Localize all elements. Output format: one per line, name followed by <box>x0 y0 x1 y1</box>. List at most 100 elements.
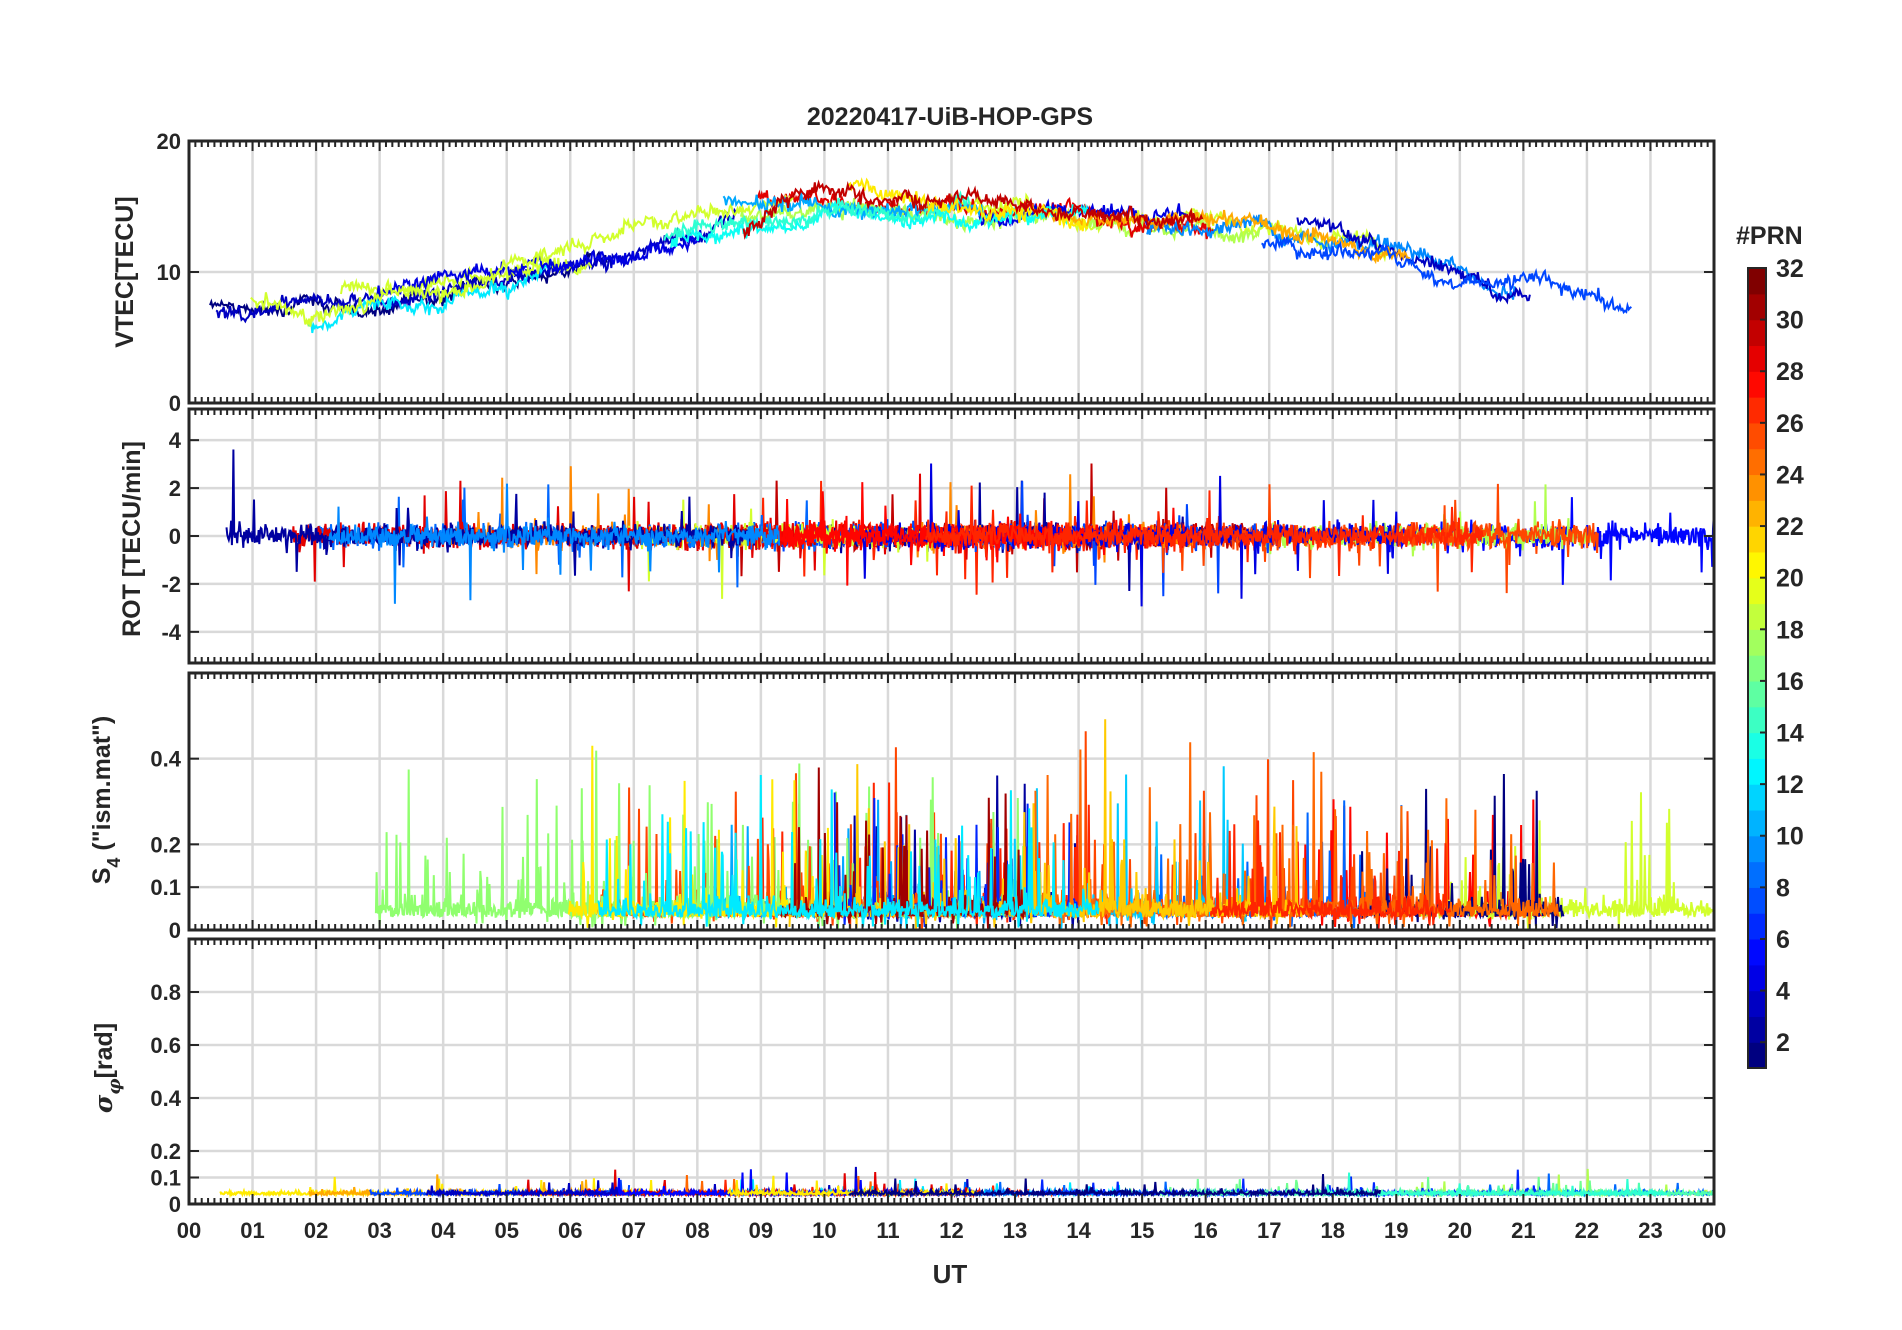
colorbar-segment <box>1748 964 1766 992</box>
colorbar-label: #PRN <box>1736 222 1803 250</box>
colorbar-segment <box>1748 784 1766 811</box>
colorbar-tick-label: 4 <box>1776 978 1790 1006</box>
colorbar-segment <box>1748 448 1766 476</box>
x-tick-label: 19 <box>1384 1218 1408 1243</box>
prn-trace <box>1324 1172 1668 1198</box>
x-tick-label: 03 <box>367 1218 391 1243</box>
s4-ylabel: S4 ("ism.mat") <box>88 716 124 885</box>
s4-panel: 0 0.1 0.2 0.4 <box>150 671 1716 943</box>
prn-trace <box>742 179 1204 240</box>
rot-panel: -4 -2 0 2 4 <box>161 407 1716 665</box>
x-tick-label: 09 <box>749 1218 773 1243</box>
colorbar-segment <box>1748 990 1766 1017</box>
colorbar-frame <box>1747 267 1767 1069</box>
colorbar-tick-label: 18 <box>1776 616 1804 644</box>
x-tick-label: 00 <box>177 1218 201 1243</box>
x-tick-label: 18 <box>1321 1218 1345 1243</box>
x-tick-label: 15 <box>1130 1218 1154 1243</box>
x-tick-label: 02 <box>304 1218 328 1243</box>
colorbar-tick-label: 2 <box>1776 1029 1790 1057</box>
colorbar-segment <box>1748 319 1766 347</box>
prn-trace <box>663 190 971 241</box>
y-tick-label: 2 <box>169 476 181 501</box>
colorbar-tick-label: 24 <box>1776 461 1804 489</box>
colorbar-segment <box>1748 526 1766 553</box>
colorbar-segment <box>1748 706 1766 734</box>
colorbar-segment <box>1748 758 1766 785</box>
colorbar-segment <box>1748 371 1766 398</box>
colorbar-segment <box>1748 887 1766 914</box>
y-tick-label: 0.1 <box>150 1166 181 1191</box>
y-tick-label: 0 <box>169 918 181 943</box>
colorbar-segment <box>1748 345 1766 372</box>
colorbar-tick-label: 12 <box>1776 771 1804 799</box>
x-tick-label: 11 <box>876 1218 899 1243</box>
colorbar-tick-label: 14 <box>1776 720 1804 748</box>
prn-trace <box>250 193 794 328</box>
y-tick-label: 10 <box>157 260 181 285</box>
colorbar-segment <box>1748 680 1766 708</box>
x-tick-label: 14 <box>1066 1218 1091 1243</box>
colorbar-segment <box>1748 500 1766 527</box>
colorbar-segment <box>1748 861 1766 888</box>
rot-ylabel: ROT [TECU/min] <box>118 441 146 637</box>
prn-trace <box>1146 214 1516 301</box>
series-group <box>209 177 1632 334</box>
y-tick-label: 0.4 <box>150 747 181 772</box>
y-tick-label: 0 <box>169 1192 181 1217</box>
colorbar-tick-label: 10 <box>1776 823 1804 851</box>
y-tick-label: 0.2 <box>150 1139 181 1164</box>
prn-trace <box>848 1174 1382 1199</box>
sigma-phi-panel: 00.10.2 0.4 0.6 0.8 <box>150 937 1716 1217</box>
x-tick-label: 12 <box>939 1218 963 1243</box>
y-tick-label: 4 <box>169 428 182 453</box>
colorbar-tick-label: 26 <box>1776 410 1804 438</box>
series-group <box>225 449 1714 607</box>
colorbar-segment <box>1748 809 1766 837</box>
colorbar-tick-label: 20 <box>1776 565 1804 593</box>
colorbar-tick-label: 28 <box>1776 358 1804 386</box>
colorbar-segment <box>1748 732 1766 759</box>
colorbar-segment <box>1748 835 1766 863</box>
colorbar-tick-label: 16 <box>1776 668 1804 696</box>
x-tick-label: 13 <box>1003 1218 1027 1243</box>
colorbar-segment <box>1748 422 1766 450</box>
prn-trace <box>1209 820 1452 926</box>
prn-trace <box>1261 235 1632 315</box>
y-tick-label: 0.1 <box>150 875 181 900</box>
colorbar-segment <box>1748 938 1766 966</box>
y-tick-label: 20 <box>157 129 181 154</box>
colorbar-tick-label: 32 <box>1776 255 1804 283</box>
y-tick-label: 0 <box>169 391 181 416</box>
x-tick-label: 00 <box>1702 1218 1726 1243</box>
sigma-phi-ylabel: σφ[rad] <box>89 1023 125 1113</box>
colorbar-segment <box>1748 551 1766 579</box>
prn-trace <box>756 187 1214 240</box>
colorbar-tick-label: 8 <box>1776 874 1790 902</box>
x-tick-label: 06 <box>558 1218 582 1243</box>
colorbar-tick-label: 22 <box>1776 513 1804 541</box>
colorbar-segment <box>1748 913 1766 940</box>
x-tick-label: 21 <box>1511 1218 1535 1243</box>
colorbar-segment <box>1748 1016 1766 1043</box>
y-tick-label: 0.2 <box>150 832 181 857</box>
colorbar-segment <box>1748 629 1766 656</box>
x-tick-label: 20 <box>1448 1218 1472 1243</box>
vtec-ylabel: VTEC[TECU] <box>111 196 139 347</box>
x-tick-label: 07 <box>622 1218 646 1243</box>
prn-trace <box>328 483 781 604</box>
colorbar-segment <box>1748 268 1766 295</box>
x-tick-label: 08 <box>685 1218 709 1243</box>
y-tick-label: -2 <box>161 572 181 597</box>
x-tick-label: 23 <box>1638 1218 1662 1243</box>
x-tick-label: 01 <box>240 1218 264 1243</box>
x-tick-label: 10 <box>812 1218 836 1243</box>
prn-trace <box>425 1182 619 1199</box>
y-tick-label: 0.6 <box>150 1033 181 1058</box>
colorbar-segment <box>1748 397 1766 424</box>
prn-trace <box>597 774 1100 929</box>
x-tick-label: 04 <box>431 1218 456 1243</box>
x-tick-label: 22 <box>1575 1218 1599 1243</box>
